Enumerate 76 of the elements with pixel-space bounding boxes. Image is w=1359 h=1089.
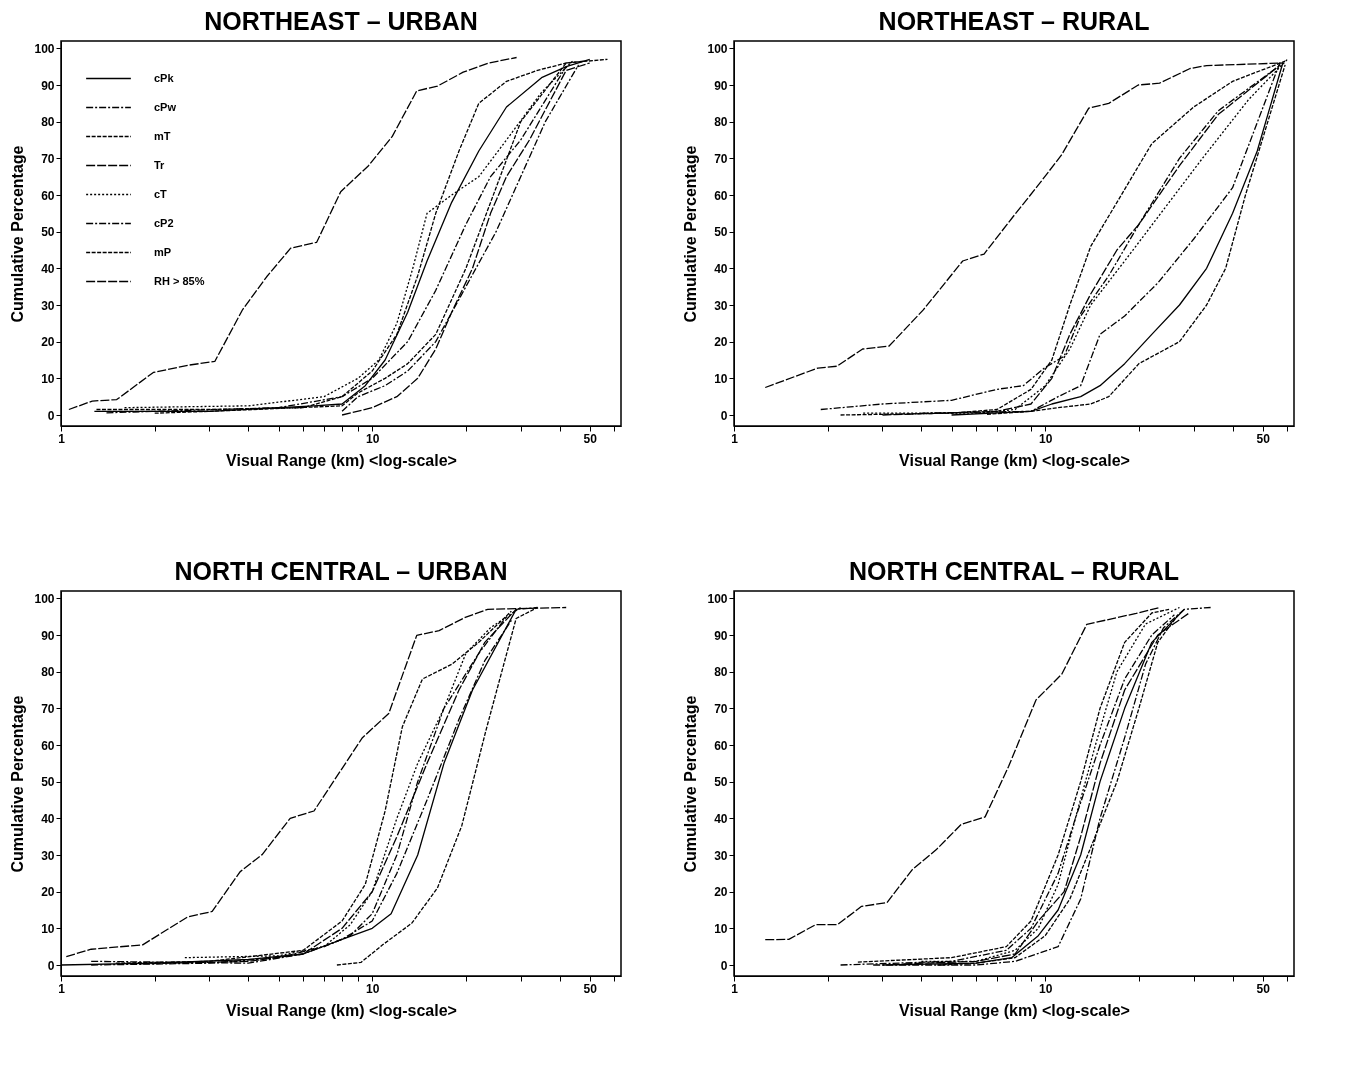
y-tick-label: 60 <box>41 738 55 753</box>
y-tick-label: 90 <box>41 628 55 643</box>
x-tick-label: 1 <box>731 431 739 446</box>
y-tick-label: 50 <box>714 225 728 240</box>
x-tick-label: 1 <box>58 981 66 996</box>
legend-label: cP2 <box>154 216 174 229</box>
x-tick-label: 10 <box>1039 431 1053 446</box>
y-tick-label: 50 <box>714 775 728 790</box>
y-tick-label: 10 <box>41 371 55 386</box>
y-tick-label: 30 <box>41 848 55 863</box>
x-tick-label: 50 <box>583 431 598 446</box>
y-tick-label: 90 <box>714 628 728 643</box>
y-tick-label: 10 <box>714 371 728 386</box>
y-tick-label: 70 <box>714 701 728 716</box>
y-tick-label: 30 <box>714 848 728 863</box>
x-tick-label: 1 <box>58 431 66 446</box>
chart-title: NORTHEAST – URBAN <box>204 7 478 35</box>
y-tick-label: 60 <box>41 188 55 203</box>
y-tick-label: 40 <box>714 811 728 826</box>
y-tick-label: 100 <box>34 41 55 56</box>
x-tick-label: 50 <box>1256 981 1271 996</box>
y-tick-label: 40 <box>41 261 55 276</box>
y-tick-label: 30 <box>41 298 55 313</box>
y-tick-label: 80 <box>714 115 728 130</box>
x-tick-label: 1 <box>731 981 739 996</box>
y-tick-label: 20 <box>714 335 728 350</box>
y-tick-label: 50 <box>41 225 55 240</box>
legend-label: mP <box>154 245 172 258</box>
legend-label: RH > 85% <box>154 274 205 287</box>
legend-label: Tr <box>154 158 166 171</box>
y-tick-label: 0 <box>720 408 728 423</box>
y-tick-label: 20 <box>41 335 55 350</box>
y-tick-label: 30 <box>714 298 728 313</box>
y-tick-label: 20 <box>41 885 55 900</box>
y-tick-label: 80 <box>41 115 55 130</box>
chart-title: NORTH CENTRAL – URBAN <box>174 557 508 585</box>
y-tick-label: 100 <box>34 591 55 606</box>
y-tick-label: 80 <box>714 665 728 680</box>
y-tick-label: 40 <box>714 261 728 276</box>
x-axis-title: Visual Range (km) <log-scale> <box>899 1001 1130 1019</box>
y-tick-label: 20 <box>714 885 728 900</box>
y-tick-label: 80 <box>41 665 55 680</box>
y-axis-title: Cumulative Percentage <box>682 145 700 323</box>
x-axis-title: Visual Range (km) <log-scale> <box>226 1001 457 1019</box>
y-tick-label: 90 <box>714 78 728 93</box>
y-axis-title: Cumulative Percentage <box>9 145 27 323</box>
legend-label: cPw <box>154 100 177 113</box>
x-axis-title: Visual Range (km) <log-scale> <box>899 451 1130 469</box>
y-tick-label: 10 <box>41 921 55 936</box>
chart-title: NORTHEAST – RURAL <box>878 7 1150 35</box>
y-tick-label: 100 <box>707 41 728 56</box>
x-tick-label: 10 <box>1039 981 1053 996</box>
y-axis-title: Cumulative Percentage <box>682 695 700 873</box>
legend-label: cPk <box>154 71 175 84</box>
legend-label: cT <box>154 187 168 200</box>
x-tick-label: 50 <box>583 981 598 996</box>
x-axis-title: Visual Range (km) <log-scale> <box>226 451 457 469</box>
y-tick-label: 0 <box>47 958 55 973</box>
y-tick-label: 40 <box>41 811 55 826</box>
y-axis-title: Cumulative Percentage <box>9 695 27 873</box>
x-tick-label: 10 <box>366 431 380 446</box>
y-tick-label: 50 <box>41 775 55 790</box>
y-tick-label: 70 <box>714 151 728 166</box>
y-tick-label: 0 <box>720 958 728 973</box>
y-tick-label: 60 <box>714 188 728 203</box>
y-tick-label: 60 <box>714 738 728 753</box>
y-tick-label: 70 <box>41 701 55 716</box>
y-tick-label: 100 <box>707 591 728 606</box>
y-tick-label: 90 <box>41 78 55 93</box>
x-tick-label: 10 <box>366 981 380 996</box>
legend-label: mT <box>154 129 171 142</box>
y-tick-label: 70 <box>41 151 55 166</box>
y-tick-label: 10 <box>714 921 728 936</box>
y-tick-label: 0 <box>47 408 55 423</box>
x-tick-label: 50 <box>1256 431 1271 446</box>
chart-title: NORTH CENTRAL – RURAL <box>848 557 1180 585</box>
